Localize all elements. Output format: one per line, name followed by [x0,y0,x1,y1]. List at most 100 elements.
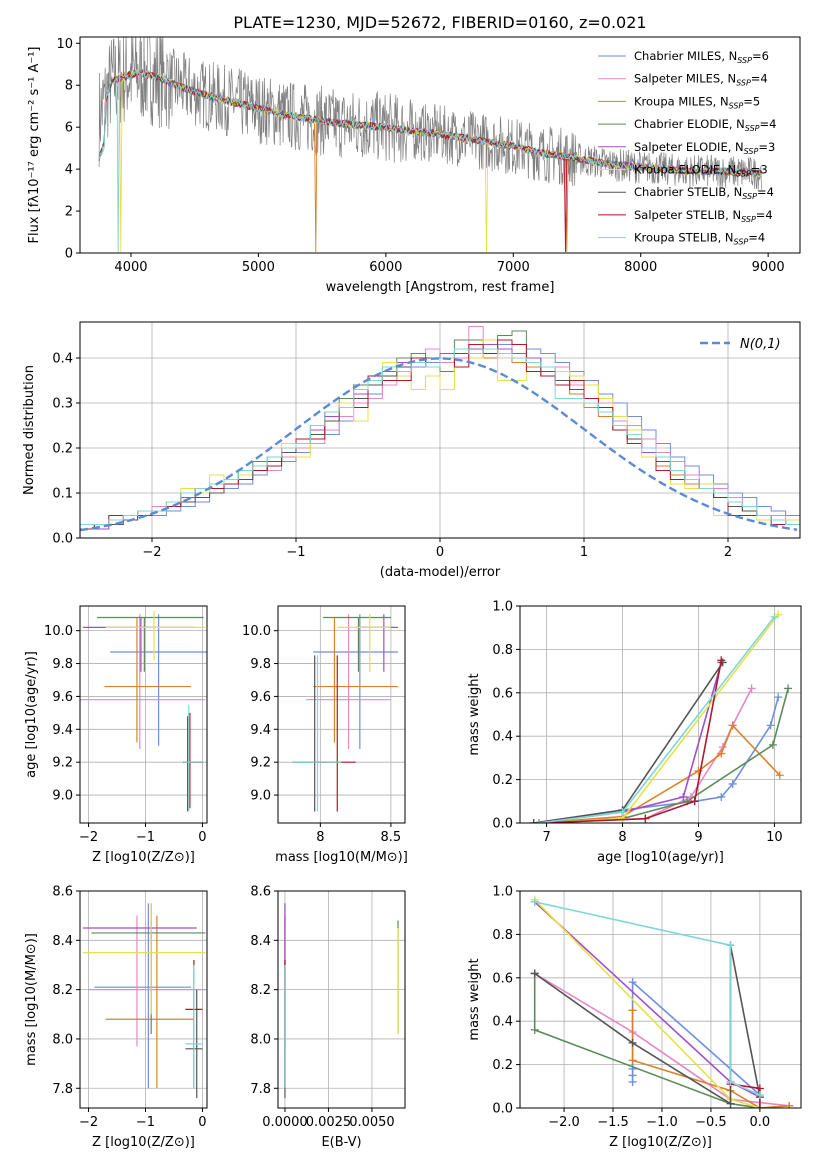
mass-weight-marker [726,1099,735,1108]
mass-weight-marker [679,792,688,801]
axes-frame [79,36,801,254]
axes-frame [277,605,406,824]
residual-histogram-9 [80,348,800,525]
mass-weight-marker [728,721,737,730]
axes-frame [79,890,208,1109]
y-tick-label: 8.0 [250,1032,271,1047]
y-tick-label: 7.8 [250,1082,271,1097]
y-tick-label: 9.4 [52,723,73,738]
mass-weight-marker [768,740,777,749]
y-tick-label: 7.8 [52,1082,73,1097]
mass-weight-line-5 [534,901,761,1098]
mass_vs_Z-axes: −2 −1 0 7.8 8.0 8.2 8.4 8.6 Z [log10(Z/Z⊙)] mass … [24,885,208,1150]
mass-weight-marker [766,721,775,730]
mass-weight-marker [717,749,726,758]
x-tick-label: 10 [766,830,783,845]
y-axis-label: Flux [fλ10⁻¹⁷ erg cm⁻² s⁻¹ A⁻¹] [27,47,42,244]
gaussian-curve [80,357,798,532]
x-tick-label: 1 [580,545,588,560]
y-tick-label: 0.4 [492,730,513,745]
x-tick-label: 0.0050 [349,1115,395,1130]
mass-weight-marker [530,969,539,978]
residual_hist-panel: −2 −1 0 1 2 0.0 0.1 0.2 0.3 0.4 (data-model)/error… [22,321,801,580]
age_vs_Z-panel: −2 −1 0 9.0 9.2 9.4 9.6 9.8 10.0 Z [log10(Z/Z⊙)] a… [24,605,208,865]
model-spectrum-line-8 [98,70,763,253]
x-tick-label: 8 [316,830,324,845]
spectrum-plot-area [98,37,763,253]
age_vs_mass-axes: 8 8.5 9.0 9.2 9.4 9.6 9.8 10.0 mass [log10(M/M⊙)… [242,605,408,865]
y-tick-label: 8.0 [52,1032,73,1047]
x-tick-label: −1 [136,1115,155,1130]
mass-weight-marker [784,684,793,693]
x-tick-label: −2 [142,545,161,560]
y-tick-label: 8.2 [250,983,271,998]
y-tick-label: 9.8 [52,657,73,672]
age_vs_Z-axes: −2 −1 0 9.0 9.2 9.4 9.6 9.8 10.0 Z [log10(Z/Z⊙)] a… [24,605,208,865]
x-axis-label: (data-model)/error [380,565,501,580]
x-tick-label: 9 [694,830,702,845]
y-tick-label: 8.6 [250,885,271,900]
y-tick-label: 8.4 [250,934,271,949]
x-tick-label: −2 [79,1115,98,1130]
massweight_vs_age-plot-area [529,610,793,823]
y-tick-label: 9.2 [250,756,271,771]
spectrum-legend: Chabrier MILES, NSSP=6 Salpeter MILES, NS… [598,49,776,247]
y-tick-label: 8.4 [52,934,73,949]
y-tick-label: 9.6 [250,690,271,705]
mass-weight-line-8 [538,660,723,823]
y-tick-label: 0.6 [492,971,513,986]
y-tick-label: 8.6 [52,885,73,900]
massweight_vs_Z-axes: −2.0 −1.5 −1.0 −0.5 0.0 0.0 0.2 0.4 0.6 0.8 1.0 Z [… [467,885,802,1150]
x-tick-label: 0 [198,830,206,845]
mass-weight-line-7 [534,945,761,1106]
mass-weight-marker [618,808,627,817]
x-tick-label: −1.0 [646,1115,678,1130]
legend-entry: Salpeter STELIB, NSSP=4 [634,208,773,224]
x-tick-label: 8 [618,830,626,845]
mass-weight-marker [774,693,783,702]
mass-weight-marker [770,612,779,621]
y-tick-label: 0.8 [492,643,513,658]
x-tick-label: 7 [542,830,550,845]
y-tick-label: 0.4 [492,1015,513,1030]
y-axis-label: mass weight [467,673,482,755]
y-tick-label: 10.0 [44,624,73,639]
y-tick-label: 10 [56,37,73,52]
mass-weight-marker [534,819,543,823]
massweight_vs_Z-panel: −2.0 −1.5 −1.0 −0.5 0.0 0.0 0.2 0.4 0.6 0.8 1.0 Z [… [467,885,802,1150]
y-tick-label: 8.2 [52,983,73,998]
legend-entry: Chabrier ELODIE, NSSP=4 [634,117,776,133]
x-tick-label: 8000 [624,260,657,275]
y-axis-label: age [log10(age/yr)] [24,651,39,778]
x-tick-label: −1.5 [597,1115,629,1130]
mass-weight-line-9 [534,901,761,1096]
legend-entry: Salpeter ELODIE, NSSP=3 [634,140,775,156]
legend-entry: Chabrier STELIB, NSSP=4 [634,185,774,201]
x-tick-label: 6000 [369,260,402,275]
mass-weight-line-3 [538,723,781,823]
legend-entry: Chabrier MILES, NSSP=6 [634,49,769,65]
mass_vs_Z-plot-area [82,903,206,1099]
legend-entry: Kroupa STELIB, NSSP=4 [634,231,765,247]
mass-weight-marker [628,1038,637,1047]
mass-weight-marker [775,771,784,780]
mass-weight-marker [628,1006,637,1015]
spectrum-axes: 4000 5000 6000 7000 8000 9000 0 2 4 6 8 10 wavelengt… [27,36,801,295]
y-tick-label: 9.2 [52,756,73,771]
legend-entry: N(0,1) [740,337,781,352]
y-axis-label: Normed distribution [22,365,37,495]
y-tick-label: 0.2 [492,773,513,788]
y-tick-label: 9.4 [250,723,271,738]
x-tick-label: 9000 [752,260,785,275]
mass-weight-marker [728,779,737,788]
x-axis-label: E(B-V) [321,1135,361,1150]
y-tick-label: 0.0 [492,1102,513,1117]
axes-frame [79,605,208,824]
y-tick-label: 8 [65,79,73,94]
axes-frame [519,890,802,1109]
y-axis-label: mass weight [467,958,482,1040]
x-axis-label: mass [log10(M/M⊙)] [275,850,408,865]
y-tick-label: 1.0 [492,600,513,615]
